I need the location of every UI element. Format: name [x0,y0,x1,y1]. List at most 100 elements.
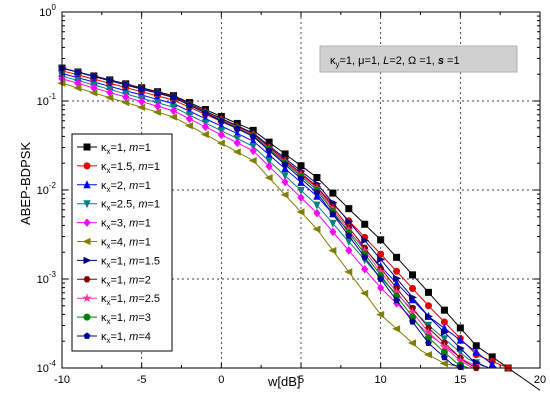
series-point [249,146,257,156]
series-point [169,106,178,116]
s-symbol: s [438,55,444,67]
series-point [329,227,337,237]
series-point [184,122,193,130]
series-point [361,253,369,261]
series-point [392,325,401,333]
annotation-box [319,45,518,73]
series-point [440,328,449,336]
legend-marker [83,313,91,321]
x-tick-label: -5 [137,374,147,386]
series-point [377,283,385,293]
legend-label: κx=1, m=4 [101,331,151,345]
series-point [169,113,178,121]
legend-item: κx=1, m=2 [77,274,151,288]
series-point [439,359,448,368]
series-point [472,347,480,356]
series-point [154,101,162,111]
series-point [393,253,401,261]
y-tick-label: 10-3 [37,270,57,286]
x-tick-label: 10 [375,374,387,386]
series-point [265,157,273,166]
series-point [313,201,321,210]
legend: κx=1, m=1 κx=1.5, m=1 κx=2, m=1 κx=2.5, m=1… [71,133,173,352]
series-point [249,133,257,140]
s-value: =1 [444,55,460,67]
series-point [393,274,402,283]
x-tick-label: 0 [218,374,224,386]
series-point [121,98,130,107]
series-point [423,350,432,359]
legend-item: κx=1, m=4 [77,331,151,345]
series-point [200,130,209,139]
series-point [74,68,82,76]
series-point [313,208,321,218]
series-point [233,125,241,132]
annotation-text: κy=1, μ=1, L=2, Ω =1, s =1 [330,55,460,69]
series-point [361,220,369,228]
legend-label: κx=3, m=1 [101,218,151,232]
series-point [408,339,417,347]
series-point [456,324,464,332]
series-point [137,103,146,112]
series-point [361,264,369,274]
series-point [409,293,418,302]
omega-value: Ω =1, [408,55,438,67]
series-point [248,156,257,165]
legend-item: κx=2.5, m=1 [77,199,160,213]
legend-label: κx=4, m=1 [101,237,151,251]
series-point [216,139,225,147]
series-point [377,255,386,264]
series-point [456,344,465,352]
series-point [424,312,433,321]
series-point [89,89,98,97]
series-point [393,267,401,275]
series-point [233,138,241,148]
series-point [456,335,465,344]
series-point [361,236,370,245]
series-point [106,77,114,84]
series-point [265,147,273,154]
series-1-4 [58,64,464,370]
series-point [280,191,289,199]
series-point [186,101,193,109]
series-point [440,335,449,344]
legend-label: κx=2, m=1 [101,180,151,194]
y-tick-label: 10-4 [37,359,57,375]
x-tick-labels: -10 -5 0 5 10 15 20 [54,374,546,386]
l-symbol: L [383,55,389,67]
series-point [424,288,432,296]
legend-label: κx=1, m=2.5 [101,293,160,307]
y-axis-label: ABEP-BDPSK [18,142,33,225]
series-point [313,174,321,182]
series-point [297,175,305,182]
series-point [297,186,305,195]
legend-item: κx=1, m=2.5 [77,293,160,307]
legend-label: κx=1, m=1 [101,142,151,156]
series-point [345,217,354,226]
series-point [297,193,305,202]
series-point [345,232,353,239]
legend-item: κx=1.5, m=1 [77,161,160,175]
series-point [360,289,369,297]
y-tick-label: 100 [39,3,56,19]
series-point [423,327,434,337]
y-tick-labels: 100 10-1 10-2 10-3 10-4 [37,3,57,375]
y-tick-label: 10-2 [37,181,57,197]
x-tick-label: 15 [454,374,466,386]
legend-item: κx=4, m=1 [77,237,151,251]
legend-label: κx=1.5, m=1 [101,161,160,175]
series-point [153,108,162,116]
series-point [425,339,432,346]
legend-label: κx=1, m=2 [101,274,151,288]
legend-marker [83,276,91,283]
kappa-y-symbol: κ [330,55,336,67]
legend-marker [83,200,91,209]
kappa-y-value: =1, [340,55,359,67]
kappa-y-subscript: y [336,60,340,69]
legend-label: κx=1, m=1.5 [101,255,160,269]
series-point [281,164,289,173]
x-tick-label: 20 [534,374,546,386]
legend-item: κx=2, m=1 [77,180,151,194]
y-tick-label: 10-1 [37,92,57,108]
